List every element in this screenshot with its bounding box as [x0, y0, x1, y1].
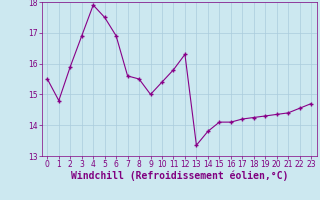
X-axis label: Windchill (Refroidissement éolien,°C): Windchill (Refroidissement éolien,°C) [70, 171, 288, 181]
